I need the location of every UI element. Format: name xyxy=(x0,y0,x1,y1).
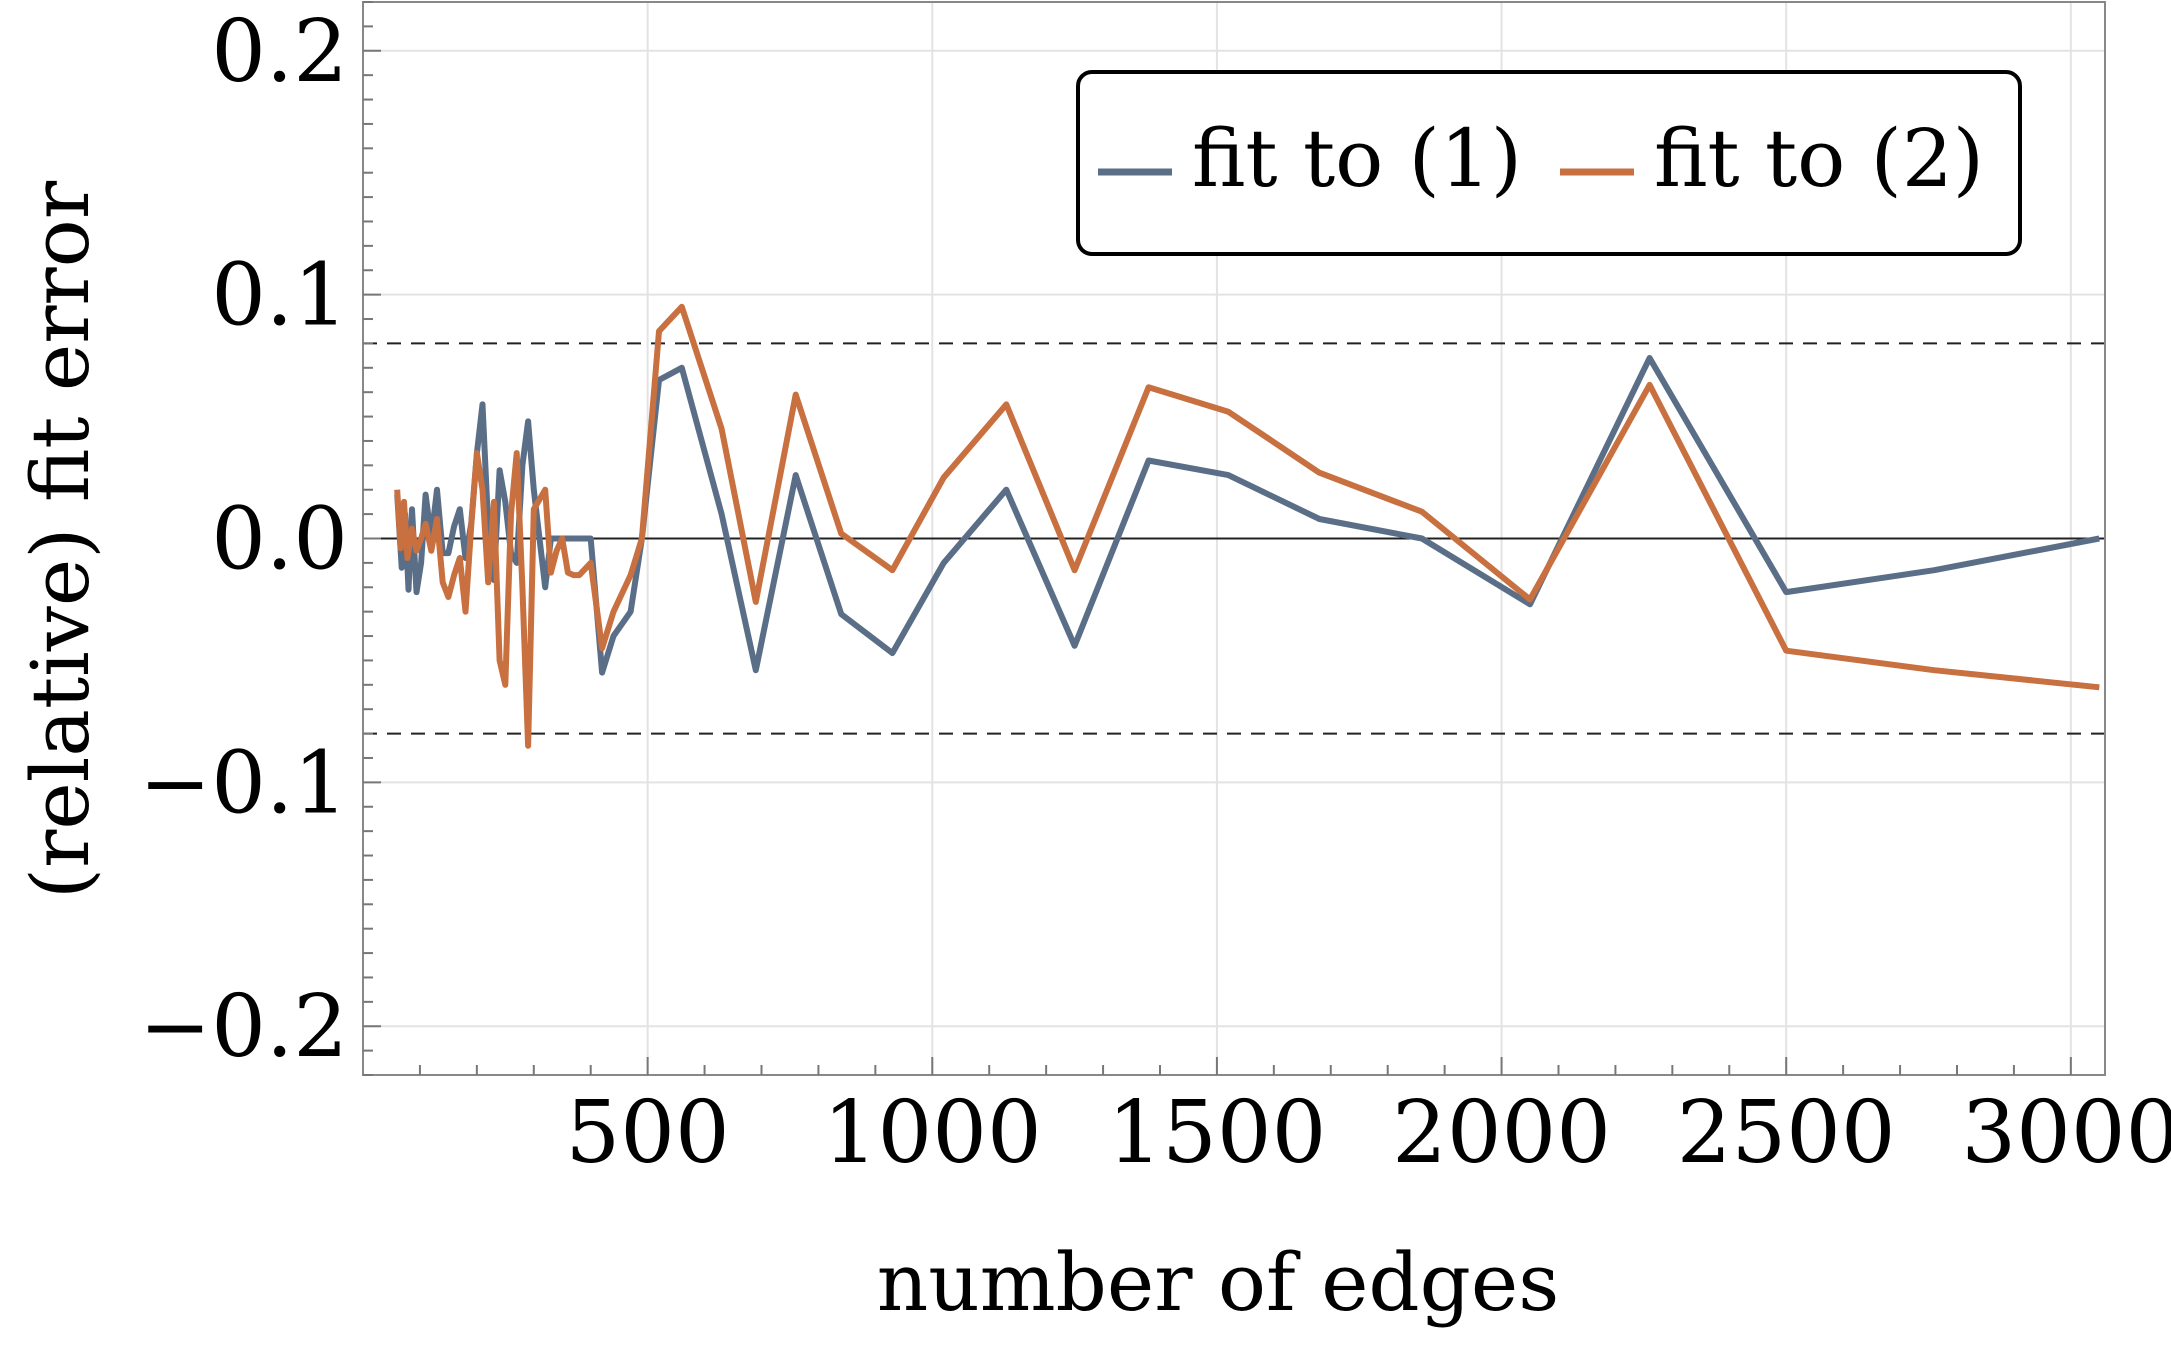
series-lines xyxy=(394,303,2100,749)
y-tick-labels: 0.2 0.1 0.0 −0.1 −0.2 xyxy=(139,2,348,1077)
x-tick-label: 2000 xyxy=(1392,1083,1611,1183)
x-tick-label: 1000 xyxy=(823,1083,1042,1183)
legend-label-fit-1: fit to (1) xyxy=(1192,112,1522,205)
series-line-2 xyxy=(394,303,2100,749)
axis-ticks xyxy=(363,1,2072,1076)
x-tick-label: 2500 xyxy=(1677,1083,1896,1183)
y-tick-label: −0.1 xyxy=(139,733,348,833)
x-tick-label: 500 xyxy=(566,1083,730,1183)
legend-label-fit-2: fit to (2) xyxy=(1654,112,1984,205)
reference-lines xyxy=(363,342,2105,735)
y-tick-label: −0.2 xyxy=(139,977,348,1077)
legend-box xyxy=(1076,70,2022,256)
legend: fit to (1) fit to (2) xyxy=(1076,70,2022,256)
y-tick-label: 0.0 xyxy=(211,490,348,590)
y-tick-label: 0.2 xyxy=(211,2,348,102)
y-tick-label: 0.1 xyxy=(211,246,348,346)
x-tick-label: 3000 xyxy=(1961,1083,2171,1183)
y-axis-title: (relative) fit error xyxy=(14,180,107,899)
x-axis-title: number of edges xyxy=(877,1236,1560,1329)
x-tick-labels: 500 1000 1500 2000 2500 3000 xyxy=(566,1083,2171,1183)
x-tick-label: 1500 xyxy=(1107,1083,1326,1183)
